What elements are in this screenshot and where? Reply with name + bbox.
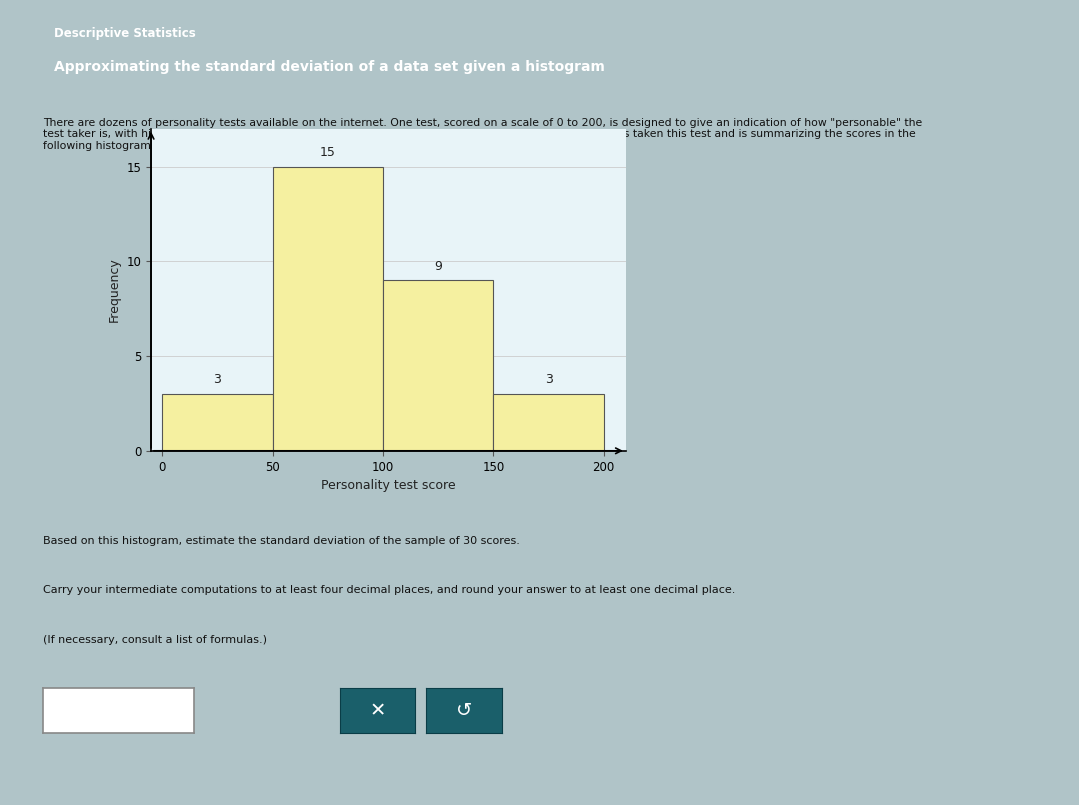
Text: There are dozens of personality tests available on the internet. One test, score: There are dozens of personality tests av… xyxy=(43,118,923,151)
Text: ↺: ↺ xyxy=(455,701,473,720)
Text: 9: 9 xyxy=(434,260,442,273)
Text: Approximating the standard deviation of a data set given a histogram: Approximating the standard deviation of … xyxy=(54,60,605,74)
Bar xyxy=(383,280,493,451)
Bar xyxy=(162,394,273,451)
Text: (If necessary, consult a list of formulas.): (If necessary, consult a list of formula… xyxy=(43,635,268,645)
Text: Descriptive Statistics: Descriptive Statistics xyxy=(54,27,195,40)
X-axis label: Personality test score: Personality test score xyxy=(322,479,455,492)
Text: Based on this histogram, estimate the standard deviation of the sample of 30 sco: Based on this histogram, estimate the st… xyxy=(43,536,520,546)
Text: 15: 15 xyxy=(319,146,336,159)
Bar xyxy=(273,167,383,451)
Text: Carry your intermediate computations to at least four decimal places, and round : Carry your intermediate computations to … xyxy=(43,585,736,596)
Text: 3: 3 xyxy=(545,374,552,386)
Y-axis label: Frequency: Frequency xyxy=(108,258,121,322)
Text: 3: 3 xyxy=(214,374,221,386)
Bar xyxy=(493,394,604,451)
Text: ✕: ✕ xyxy=(369,701,386,720)
